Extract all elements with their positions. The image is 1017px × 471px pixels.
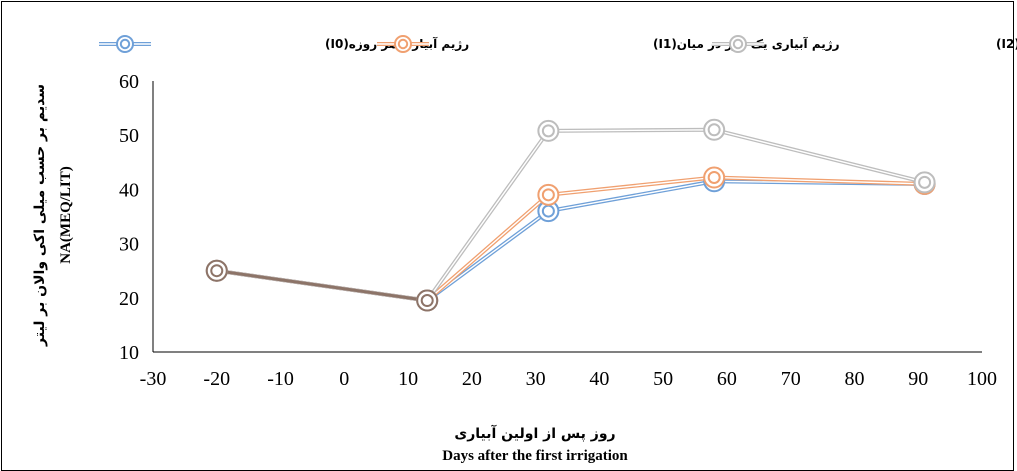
x-tick-label: 60 bbox=[717, 368, 737, 390]
data-point-overlap bbox=[205, 259, 228, 282]
x-tick-label: 30 bbox=[526, 368, 546, 390]
y-axis-title-fa: سدیم بر حسب میلی اکی والان بر لیتر bbox=[32, 84, 48, 347]
series-line bbox=[216, 179, 925, 303]
y-tick-label: 30 bbox=[119, 234, 139, 256]
series-line-inner bbox=[216, 176, 925, 302]
data-point bbox=[703, 118, 726, 141]
series-2 bbox=[216, 127, 926, 303]
series-1 bbox=[216, 175, 925, 303]
series-line bbox=[216, 175, 925, 303]
legend: رژیم آبیاری هر روزه(I0)رژیم آبیاری یک رو… bbox=[99, 35, 1017, 53]
series-line-inner bbox=[216, 180, 925, 302]
data-point bbox=[537, 183, 560, 206]
x-tick-label: -20 bbox=[203, 368, 230, 390]
y-tick-label: 50 bbox=[119, 125, 139, 147]
series-2-markers bbox=[205, 118, 936, 312]
data-point-overlap bbox=[416, 289, 439, 312]
x-tick-label: 40 bbox=[589, 368, 609, 390]
data-point bbox=[703, 166, 726, 189]
y-tick-label: 10 bbox=[119, 342, 139, 364]
y-tick-label: 20 bbox=[119, 288, 139, 310]
shared-segment bbox=[216, 269, 428, 302]
y-tick-label: 40 bbox=[119, 179, 139, 201]
series-line-inner bbox=[216, 129, 925, 302]
x-tick-label: 0 bbox=[339, 368, 349, 390]
x-tick-label: 80 bbox=[844, 368, 864, 390]
legend-item-2: رژیم آبیاری دو روز در میان(I2) bbox=[712, 35, 1017, 53]
series-1-markers bbox=[205, 166, 936, 312]
series-group bbox=[205, 118, 936, 312]
data-point bbox=[537, 119, 560, 142]
x-tick-label: 90 bbox=[908, 368, 928, 390]
axes: -30 -20 -10 0 10 20 30 40 50 60 70 80 90 100 10 20 30 40 5… bbox=[119, 71, 997, 390]
x-tick-label: 100 bbox=[967, 368, 997, 390]
x-axis-title-en: Days after the first irrigation bbox=[442, 448, 628, 464]
x-tick-label: -30 bbox=[140, 368, 167, 390]
x-tick-label: 10 bbox=[398, 368, 418, 390]
x-tick-label: -10 bbox=[267, 368, 294, 390]
y-tick-label: 60 bbox=[119, 71, 139, 93]
x-tick-label: 20 bbox=[462, 368, 482, 390]
data-point bbox=[913, 171, 936, 194]
series-0 bbox=[216, 179, 925, 303]
x-tick-label: 70 bbox=[781, 368, 801, 390]
legend-label: رژیم آبیاری دو روز در میان(I2) bbox=[996, 36, 1017, 52]
x-axis-title-fa: روز پس از اولین آبیاری bbox=[454, 424, 615, 442]
x-tick-label: 50 bbox=[653, 368, 673, 390]
y-axis-title-en: NA(MEQ/LIT) bbox=[58, 166, 74, 264]
